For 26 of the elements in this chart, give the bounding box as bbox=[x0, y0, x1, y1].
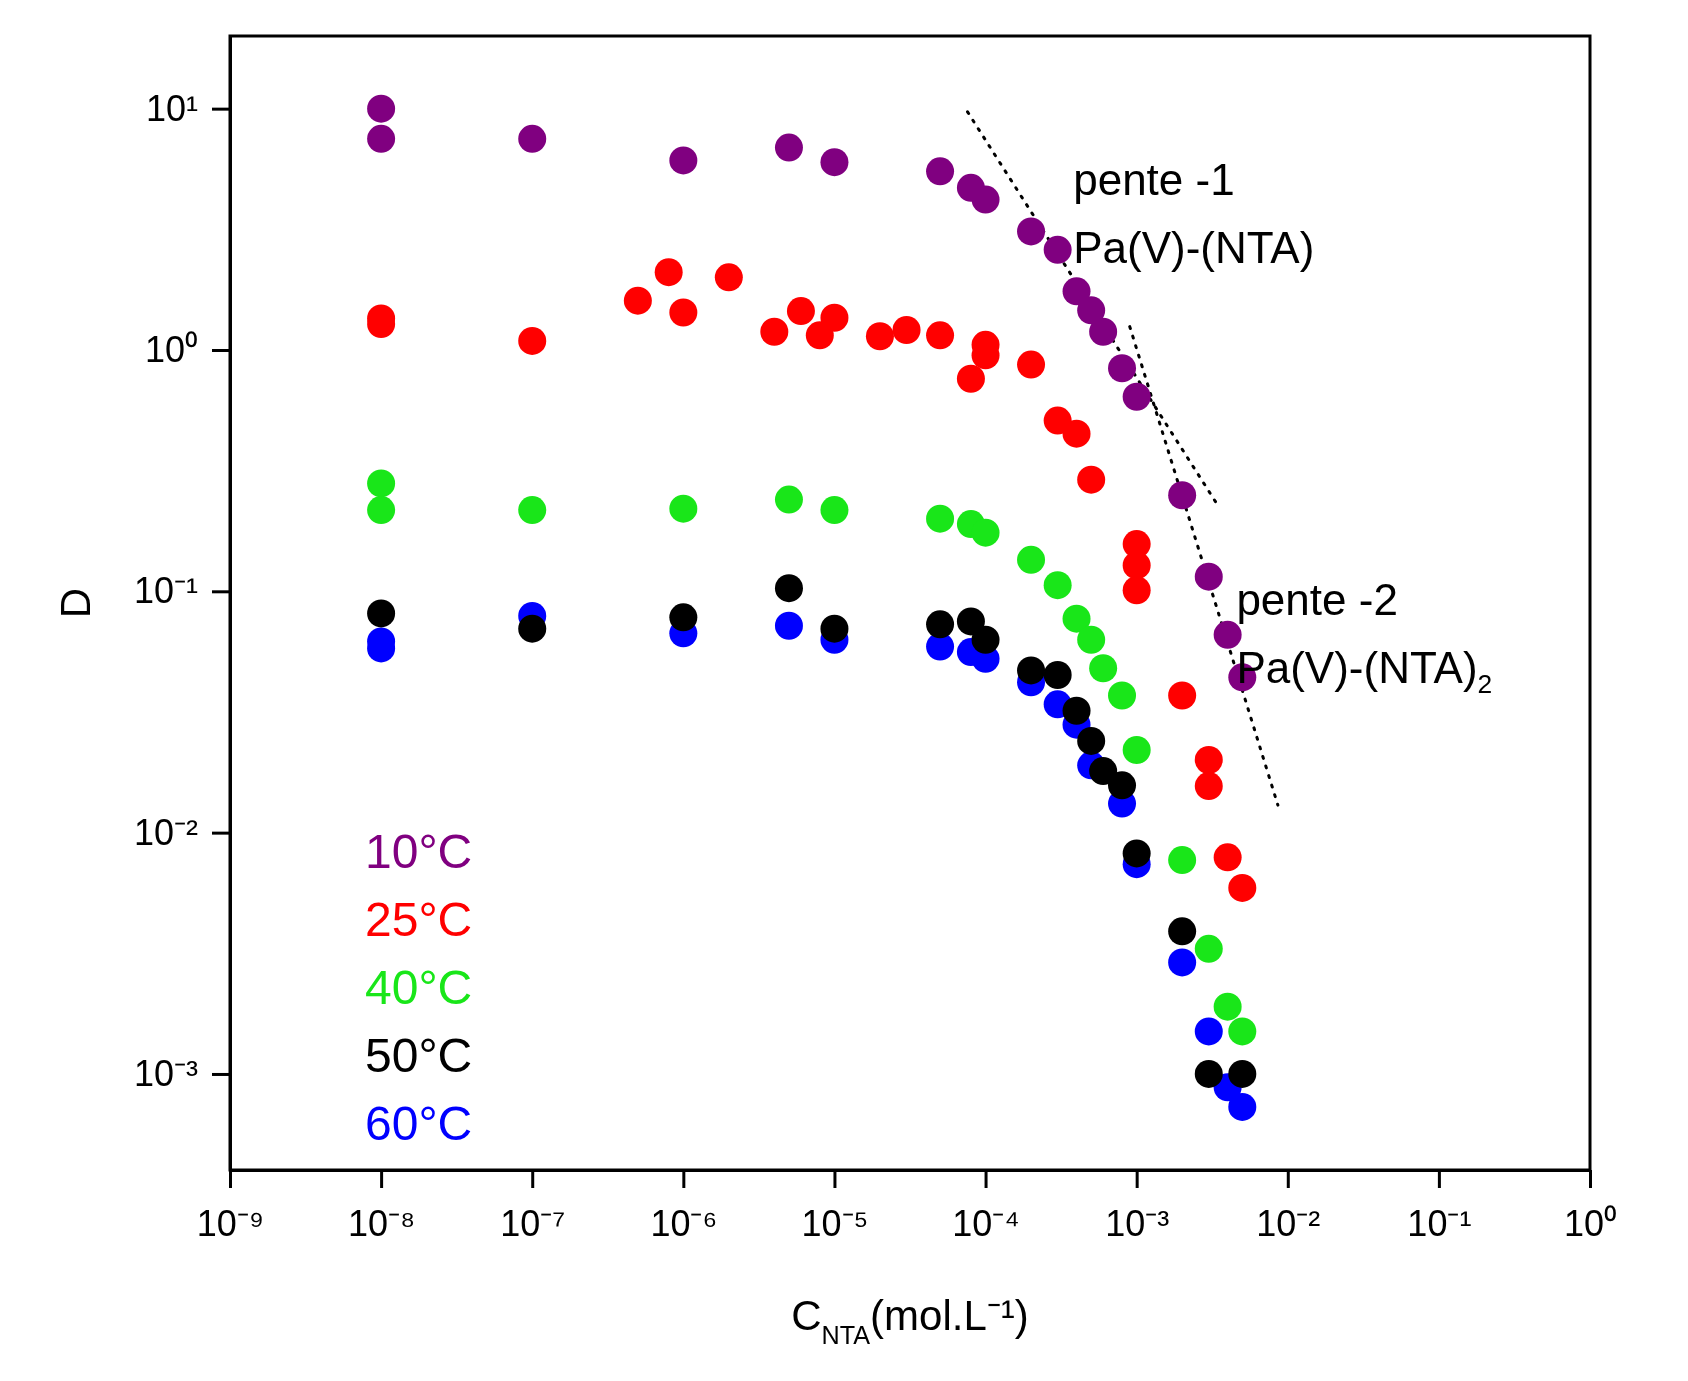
x-tick-label: 10⁻⁶ bbox=[650, 1202, 718, 1244]
y-axis-title: D bbox=[52, 587, 99, 619]
y-tick-label: 10¹ bbox=[145, 87, 199, 129]
x-tick-label: 10⁻⁵ bbox=[801, 1202, 869, 1244]
y-tick-label: 10⁻² bbox=[133, 811, 199, 853]
x-tick-label: 10⁰ bbox=[1563, 1202, 1618, 1244]
x-tick-label: 10⁻⁷ bbox=[500, 1202, 566, 1244]
y-tick-label: 10⁰ bbox=[144, 329, 198, 370]
x-tick-label: 10⁻² bbox=[1256, 1202, 1321, 1244]
text: 25°C bbox=[365, 893, 473, 946]
text: 40°C bbox=[365, 961, 473, 1014]
annotation: Pa(V)-(NTA)$_{2}$ bbox=[1236, 642, 1493, 700]
annotation: pente -2 bbox=[1236, 574, 1398, 624]
text: 60°C bbox=[365, 1097, 473, 1150]
y-tick-label: 10⁻¹ bbox=[133, 570, 199, 612]
annotation: Pa(V)-(NTA) bbox=[1073, 223, 1315, 273]
x-tick-label: 10⁻⁴ bbox=[952, 1202, 1020, 1244]
x-tick-label: 10⁻⁹ bbox=[196, 1202, 265, 1244]
x-axis-title: C$_{NTA}$(mol.L⁻¹) bbox=[791, 1292, 1029, 1349]
x-tick-label: 10⁻¹ bbox=[1407, 1202, 1472, 1244]
x-tick-label: 10⁻⁸ bbox=[347, 1202, 416, 1244]
text: 50°C bbox=[365, 1029, 473, 1082]
x-tick-label: 10⁻³ bbox=[1105, 1202, 1170, 1244]
annotation: pente -1 bbox=[1073, 155, 1235, 205]
y-tick-label: 10⁻³ bbox=[133, 1052, 199, 1094]
text: 10°C bbox=[365, 825, 473, 878]
